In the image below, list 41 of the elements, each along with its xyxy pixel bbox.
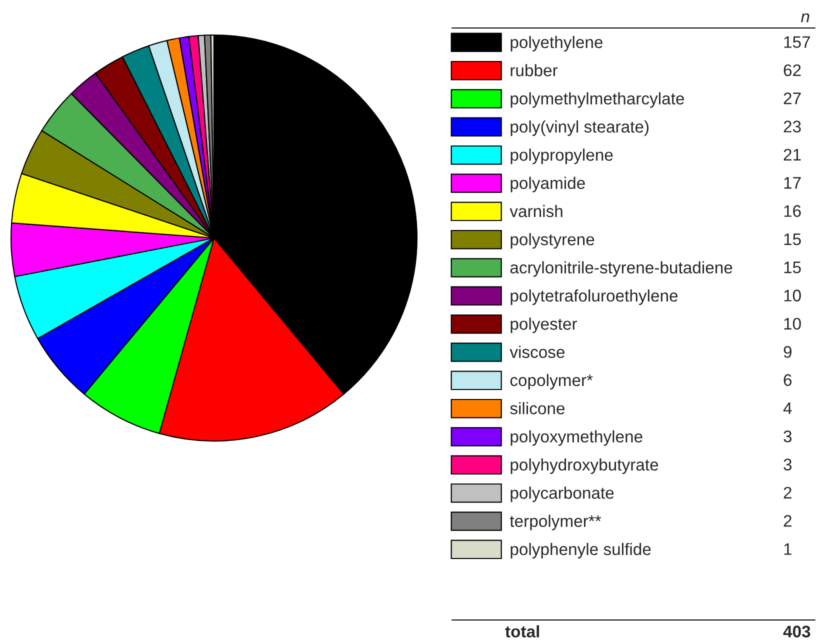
data-label: 4 [783, 402, 792, 414]
data-label: 6 [784, 374, 792, 386]
legend-label: acrylonitrile-styrene-butadiene [510, 261, 732, 277]
legend-label: polytetrafoluroethylene [510, 289, 678, 305]
legend-label: polyester [510, 318, 578, 334]
data-label: 10 [784, 318, 801, 330]
legend-label: polyhydroxybutyrate [510, 458, 658, 474]
data-label: 15 [784, 234, 801, 246]
data-label: 2 [784, 515, 792, 527]
text: 403 [783, 626, 810, 638]
legend-label: polyphenyle sulfide [510, 542, 651, 558]
data-label: 21 [784, 148, 801, 160]
data-label: 1 [784, 543, 792, 555]
legend-label: polyoxymethylene [510, 430, 642, 446]
legend-label: poly(vinyl stearate) [510, 120, 648, 136]
data-label: 27 [784, 92, 801, 104]
legend-label: polyamide [510, 176, 585, 192]
data-label: 10 [784, 290, 801, 302]
legend-label: varnish [510, 204, 562, 218]
legend-label: polycarbonate [510, 486, 614, 502]
data-label: 157 [784, 36, 810, 48]
legend-label: polymethylmetharcylate [510, 92, 684, 108]
legend-label: polypropylene [510, 148, 613, 164]
text: total [505, 625, 539, 638]
legend-title: n [801, 13, 810, 22]
data-label: 23 [784, 120, 801, 132]
legend-label: polyethylene [510, 36, 603, 52]
legend-label: silicone [510, 402, 565, 414]
legend-label: polystyrene [510, 233, 594, 249]
data-label: 3 [784, 458, 792, 470]
legend-label: terpolymer** [510, 514, 602, 530]
legend-label: rubber [510, 64, 558, 76]
data-label: 62 [784, 64, 801, 76]
data-label: 3 [784, 430, 792, 442]
data-label: 15 [784, 262, 801, 274]
data-label: 2 [784, 486, 792, 498]
legend-label: copolymer* [510, 374, 593, 390]
data-label: 17 [784, 177, 801, 189]
data-label: 16 [784, 205, 801, 217]
data-label: 9 [784, 346, 792, 358]
legend-label: viscose [510, 346, 564, 358]
